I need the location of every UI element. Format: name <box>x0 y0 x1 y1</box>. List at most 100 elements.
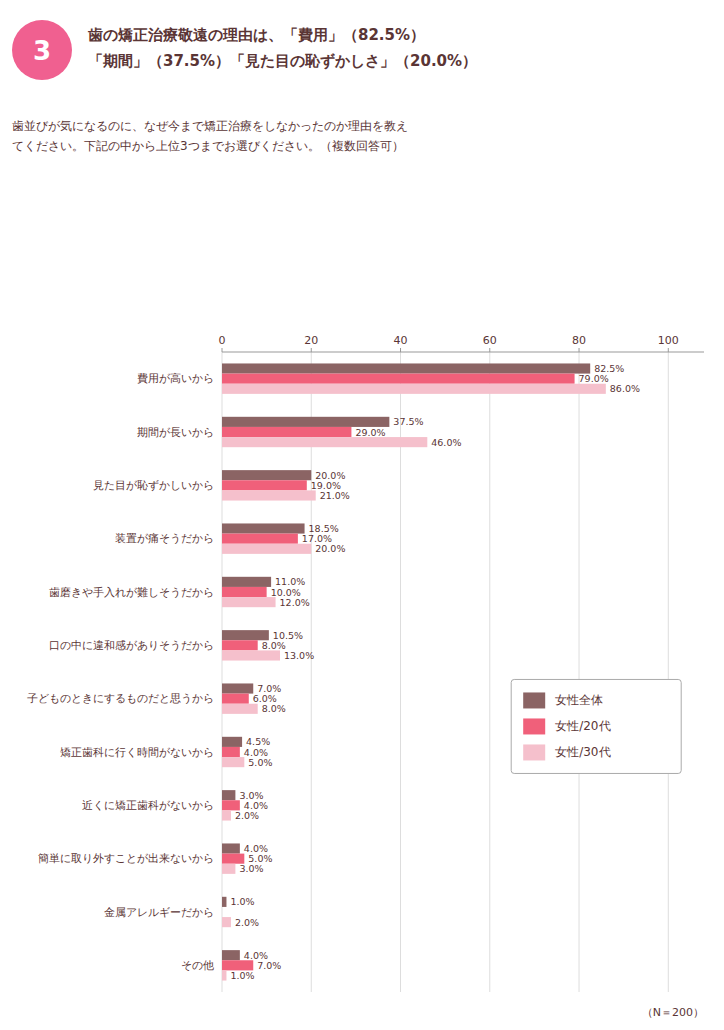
data-label: 7.0% <box>257 960 281 971</box>
bar <box>222 970 226 980</box>
data-label: 8.0% <box>262 640 286 651</box>
data-label: 21.0% <box>320 490 350 501</box>
subtitle: 歯並びが気になるのに、なぜ今まで矯正治療をしなかったのか理由を教えてください。下… <box>12 119 408 153</box>
tick-mark <box>668 348 669 352</box>
legend-label: 女性/30代 <box>555 745 610 759</box>
bar <box>222 907 223 917</box>
tick-label: 60 <box>483 334 497 347</box>
tick-label: 100 <box>658 334 679 347</box>
category-label: 装置が痛そうだから <box>115 532 214 545</box>
category-label: 見た目が恥ずかしいから <box>93 479 214 492</box>
bar <box>222 577 271 587</box>
grid-line <box>222 352 223 992</box>
bar <box>222 843 240 853</box>
bar <box>222 640 258 650</box>
data-label: 3.0% <box>239 863 263 874</box>
bar <box>222 917 231 927</box>
subtitle-line: 歯並びが気になるのに、なぜ今まで矯正治療をしなかったのか理由を教え <box>12 119 408 133</box>
chart: 3 歯の矯正治療敬遠の理由は、「費用」（82.5%）「期間」（37.5%）「見た目… <box>0 0 724 1030</box>
bar <box>222 854 244 864</box>
legend-box <box>511 679 681 773</box>
data-label: 2.0% <box>235 917 259 928</box>
grid <box>222 352 668 992</box>
grid-line <box>668 352 669 992</box>
tick-mark <box>489 348 490 352</box>
tick-label: 20 <box>304 334 318 347</box>
bar <box>222 437 427 447</box>
data-label: 2.0% <box>235 810 259 821</box>
bar <box>222 427 351 437</box>
category-label: 矯正歯科に行く時間がないから <box>60 746 214 759</box>
bar <box>222 737 242 747</box>
grid-line <box>489 352 490 992</box>
tick-mark <box>400 348 401 352</box>
data-label: 8.0% <box>262 703 286 714</box>
tick-label: 0 <box>219 334 226 347</box>
category-label: 口の中に違和感がありそうだから <box>49 639 214 652</box>
category-label: その他 <box>181 959 214 972</box>
bar <box>222 810 231 820</box>
tick-label: 40 <box>394 334 408 347</box>
legend-swatch <box>523 692 545 708</box>
data-label: 13.0% <box>284 650 314 661</box>
bar <box>222 694 249 704</box>
bar <box>222 384 606 394</box>
data-label: 86.0% <box>610 383 640 394</box>
grid-line <box>311 352 312 992</box>
data-labels: 82.5%79.0%86.0%37.5%29.0%46.0%20.0%19.0%… <box>230 363 640 981</box>
bar <box>222 650 280 660</box>
bar <box>222 897 226 907</box>
data-label: 20.0% <box>315 543 345 554</box>
grid-line <box>400 352 401 992</box>
data-label: 46.0% <box>431 437 461 448</box>
tick-label: 80 <box>572 334 586 347</box>
title-line: 「期間」（37.5%）「見た目の恥ずかしさ」（20.0%） <box>88 52 477 70</box>
bar <box>222 534 298 544</box>
category-label: 子どものときにするものだと思うから <box>27 692 214 705</box>
legend-swatch <box>523 744 545 760</box>
data-label: 1.0% <box>230 896 254 907</box>
data-label: 5.0% <box>248 757 272 768</box>
bar <box>222 790 235 800</box>
subtitle-line: てください。下記の中から上位3つまでお選びください。（複数回答可） <box>12 139 404 153</box>
bar <box>222 587 267 597</box>
data-label: 79.0% <box>579 373 609 384</box>
category-label: 歯磨きや手入れが難しそうだから <box>49 586 214 599</box>
category-label: 金属アレルギーだから <box>104 906 214 919</box>
bar <box>222 960 253 970</box>
grid-line <box>579 352 580 992</box>
badge-number: 3 <box>33 36 51 66</box>
legend-label: 女性/20代 <box>555 719 610 733</box>
data-label: 12.0% <box>280 597 310 608</box>
tick-mark <box>311 348 312 352</box>
title: 歯の矯正治療敬遠の理由は、「費用」（82.5%）「期間」（37.5%）「見た目の… <box>87 26 477 70</box>
legend-swatch <box>523 718 545 734</box>
legend: 女性全体女性/20代女性/30代 <box>511 679 681 773</box>
bar <box>222 523 305 533</box>
data-label: 29.0% <box>355 427 385 438</box>
bar <box>222 800 240 810</box>
bar <box>222 757 244 767</box>
bar <box>222 470 311 480</box>
category-labels: 費用が高いから期間が長いから見た目が恥ずかしいから装置が痛そうだから歯磨きや手入… <box>27 372 214 972</box>
bar <box>222 950 240 960</box>
bar <box>222 597 276 607</box>
bar <box>222 747 240 757</box>
bar <box>222 864 235 874</box>
bar <box>222 417 389 427</box>
category-label: 近くに矯正歯科がないから <box>82 799 214 812</box>
bar <box>222 683 253 693</box>
category-label: 期間が長いから <box>137 426 214 439</box>
tick-mark <box>222 348 223 352</box>
bar <box>222 704 258 714</box>
bars <box>222 363 606 980</box>
x-axis-line <box>222 352 704 353</box>
bar <box>222 490 316 500</box>
bar <box>222 363 590 373</box>
category-label: 費用が高いから <box>137 372 214 385</box>
data-label: 37.5% <box>393 416 423 427</box>
bar <box>222 374 575 384</box>
tick-mark <box>579 348 580 352</box>
bar <box>222 480 307 490</box>
data-label: 1.0% <box>230 970 254 981</box>
